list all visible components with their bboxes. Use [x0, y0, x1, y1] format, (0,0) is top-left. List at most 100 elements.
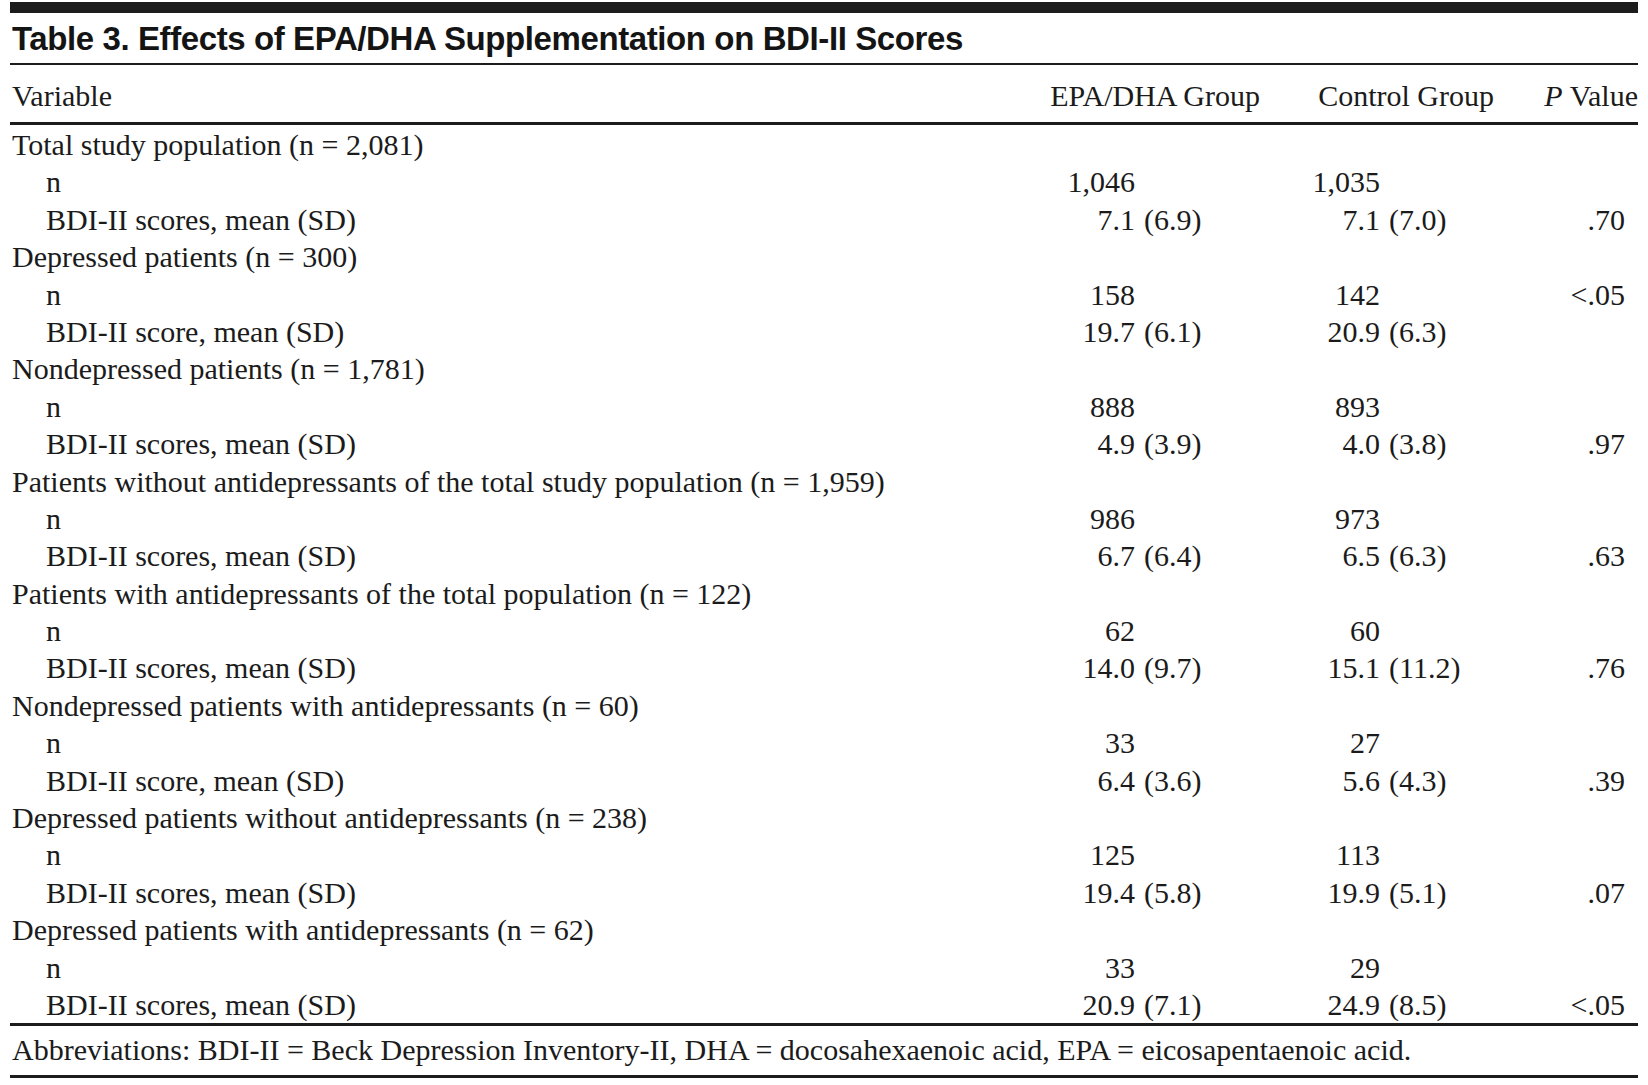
cell-epa-dha-group: 62 — [990, 612, 1270, 649]
row-label: BDI-II scores, mean (SD) — [10, 425, 990, 462]
cell-control-group: 6.5 (6.3) — [1270, 537, 1510, 574]
control-value: 113 — [1270, 836, 1380, 873]
column-header-epa-dha-group: EPA/DHA Group — [990, 79, 1270, 113]
epa-value: 6.7 — [990, 537, 1135, 574]
cell-epa-dha-group — [990, 463, 1270, 500]
row-label: n — [10, 388, 990, 425]
table-row: BDI-II scores, mean (SD)19.4(5.8)19.9(5.… — [10, 874, 1638, 911]
cell-epa-dha-group: 33 — [990, 949, 1270, 986]
control-value: 19.9 — [1270, 874, 1380, 911]
cell-epa-dha-group: 4.9 (3.9) — [990, 425, 1270, 462]
control-value: 4.0 — [1270, 425, 1380, 462]
control-sd-value: (6.3) — [1389, 539, 1446, 572]
cell-epa-dha-group: 6.4 (3.6) — [990, 762, 1270, 799]
epa-value: 20.9 — [990, 986, 1135, 1023]
table-top-bar — [10, 2, 1638, 13]
row-label: n — [10, 836, 990, 873]
table-section-row: Depressed patients without antidepressan… — [10, 799, 1638, 836]
cell-epa-dha-group — [990, 911, 1270, 948]
control-sd-value: (7.0) — [1389, 203, 1446, 236]
table-row: n3329 — [10, 949, 1638, 986]
row-label: Depressed patients (n = 300) — [10, 238, 990, 275]
table-row: BDI-II scores, mean (SD)14.0 (9.7) 15.1(11… — [10, 649, 1638, 686]
control-sd-value: (6.3) — [1389, 315, 1446, 348]
cell-p-value: .76 — [1510, 649, 1638, 686]
epa-value: 1,046 — [990, 163, 1135, 200]
cell-control-group: 29 — [1270, 949, 1510, 986]
cell-epa-dha-group: 986 — [990, 500, 1270, 537]
control-value: 27 — [1270, 724, 1380, 761]
control-value: 893 — [1270, 388, 1380, 425]
p-value-italic-p: P — [1544, 79, 1562, 112]
column-header-control-group: Control Group — [1270, 79, 1510, 113]
epa-value: 19.7 — [990, 313, 1135, 350]
cell-control-group: 60 — [1270, 612, 1510, 649]
cell-epa-dha-group: 19.7(6.1) — [990, 313, 1270, 350]
cell-epa-dha-group: 6.7(6.4) — [990, 537, 1270, 574]
cell-epa-dha-group: 14.0 (9.7) — [990, 649, 1270, 686]
epa-value: 14.0 — [990, 649, 1135, 686]
control-value: 142 — [1270, 276, 1380, 313]
epa-value: 158 — [990, 276, 1135, 313]
control-sd-value: (4.3) — [1389, 764, 1446, 797]
row-label: BDI-II scores, mean (SD) — [10, 201, 990, 238]
table-section-row: Nondepressed patients (n = 1,781) — [10, 350, 1638, 387]
table-row: BDI-II score, mean (SD)19.7(6.1)20.9(6.3… — [10, 313, 1638, 350]
control-value: 5.6 — [1270, 762, 1380, 799]
control-value: 7.1 — [1270, 201, 1380, 238]
table-row: n1,046 1,035 — [10, 163, 1638, 200]
cell-control-group: 20.9(6.3) — [1270, 313, 1510, 350]
table-row: BDI-II scores, mean (SD)6.7(6.4)6.5(6.3)… — [10, 537, 1638, 574]
cell-control-group: 5.6 (4.3) — [1270, 762, 1510, 799]
row-label: n — [10, 724, 990, 761]
epa-sd-value: (3.6) — [1144, 764, 1201, 797]
cell-control-group: 7.1 (7.0) — [1270, 201, 1510, 238]
row-label: Nondepressed patients (n = 1,781) — [10, 350, 990, 387]
table-row: n6260 — [10, 612, 1638, 649]
table-row: BDI-II scores, mean (SD)7.1(6.9)7.1 (7.0)… — [10, 201, 1638, 238]
row-label: BDI-II score, mean (SD) — [10, 313, 990, 350]
cell-epa-dha-group — [990, 126, 1270, 163]
cell-epa-dha-group: 158 — [990, 276, 1270, 313]
cell-p-value: .70 — [1510, 201, 1638, 238]
epa-value: 6.4 — [990, 762, 1135, 799]
cell-control-group — [1270, 799, 1510, 836]
cell-control-group: 142 — [1270, 276, 1510, 313]
epa-sd-value: (3.9) — [1144, 427, 1201, 460]
epa-sd-value: (7.1) — [1144, 988, 1201, 1021]
control-value: 1,035 — [1270, 163, 1380, 200]
cell-epa-dha-group — [990, 350, 1270, 387]
epa-value: 125 — [990, 836, 1135, 873]
epa-value: 19.4 — [990, 874, 1135, 911]
epa-value: 33 — [990, 724, 1135, 761]
row-label: n — [10, 163, 990, 200]
cell-epa-dha-group — [990, 575, 1270, 612]
row-label: BDI-II score, mean (SD) — [10, 762, 990, 799]
p-value-rest: Value — [1570, 79, 1638, 112]
table-row: BDI-II scores, mean (SD)4.9(3.9)4.0(3.8)… — [10, 425, 1638, 462]
cell-p-value: <.05 — [1510, 276, 1638, 313]
epa-value: 888 — [990, 388, 1135, 425]
epa-value: 986 — [990, 500, 1135, 537]
control-value: 973 — [1270, 500, 1380, 537]
epa-sd-value: (9.7) — [1144, 651, 1201, 684]
control-sd-value: (8.5) — [1389, 988, 1446, 1021]
row-label: Patients without antidepressants of the … — [10, 463, 990, 500]
epa-value: 4.9 — [990, 425, 1135, 462]
epa-sd-value: (5.8) — [1144, 876, 1201, 909]
cell-control-group — [1270, 238, 1510, 275]
control-value: 24.9 — [1270, 986, 1380, 1023]
cell-control-group: 15.1(11.2) — [1270, 649, 1510, 686]
cell-epa-dha-group: 33 — [990, 724, 1270, 761]
cell-control-group — [1270, 687, 1510, 724]
cell-epa-dha-group: 7.1(6.9) — [990, 201, 1270, 238]
row-label: BDI-II scores, mean (SD) — [10, 874, 990, 911]
row-label: Nondepressed patients with antidepressan… — [10, 687, 990, 724]
control-value: 29 — [1270, 949, 1380, 986]
control-value: 6.5 — [1270, 537, 1380, 574]
table-row: n33 27 — [10, 724, 1638, 761]
cell-epa-dha-group — [990, 687, 1270, 724]
cell-control-group: 113 — [1270, 836, 1510, 873]
row-label: BDI-II scores, mean (SD) — [10, 649, 990, 686]
cell-control-group: 973 — [1270, 500, 1510, 537]
